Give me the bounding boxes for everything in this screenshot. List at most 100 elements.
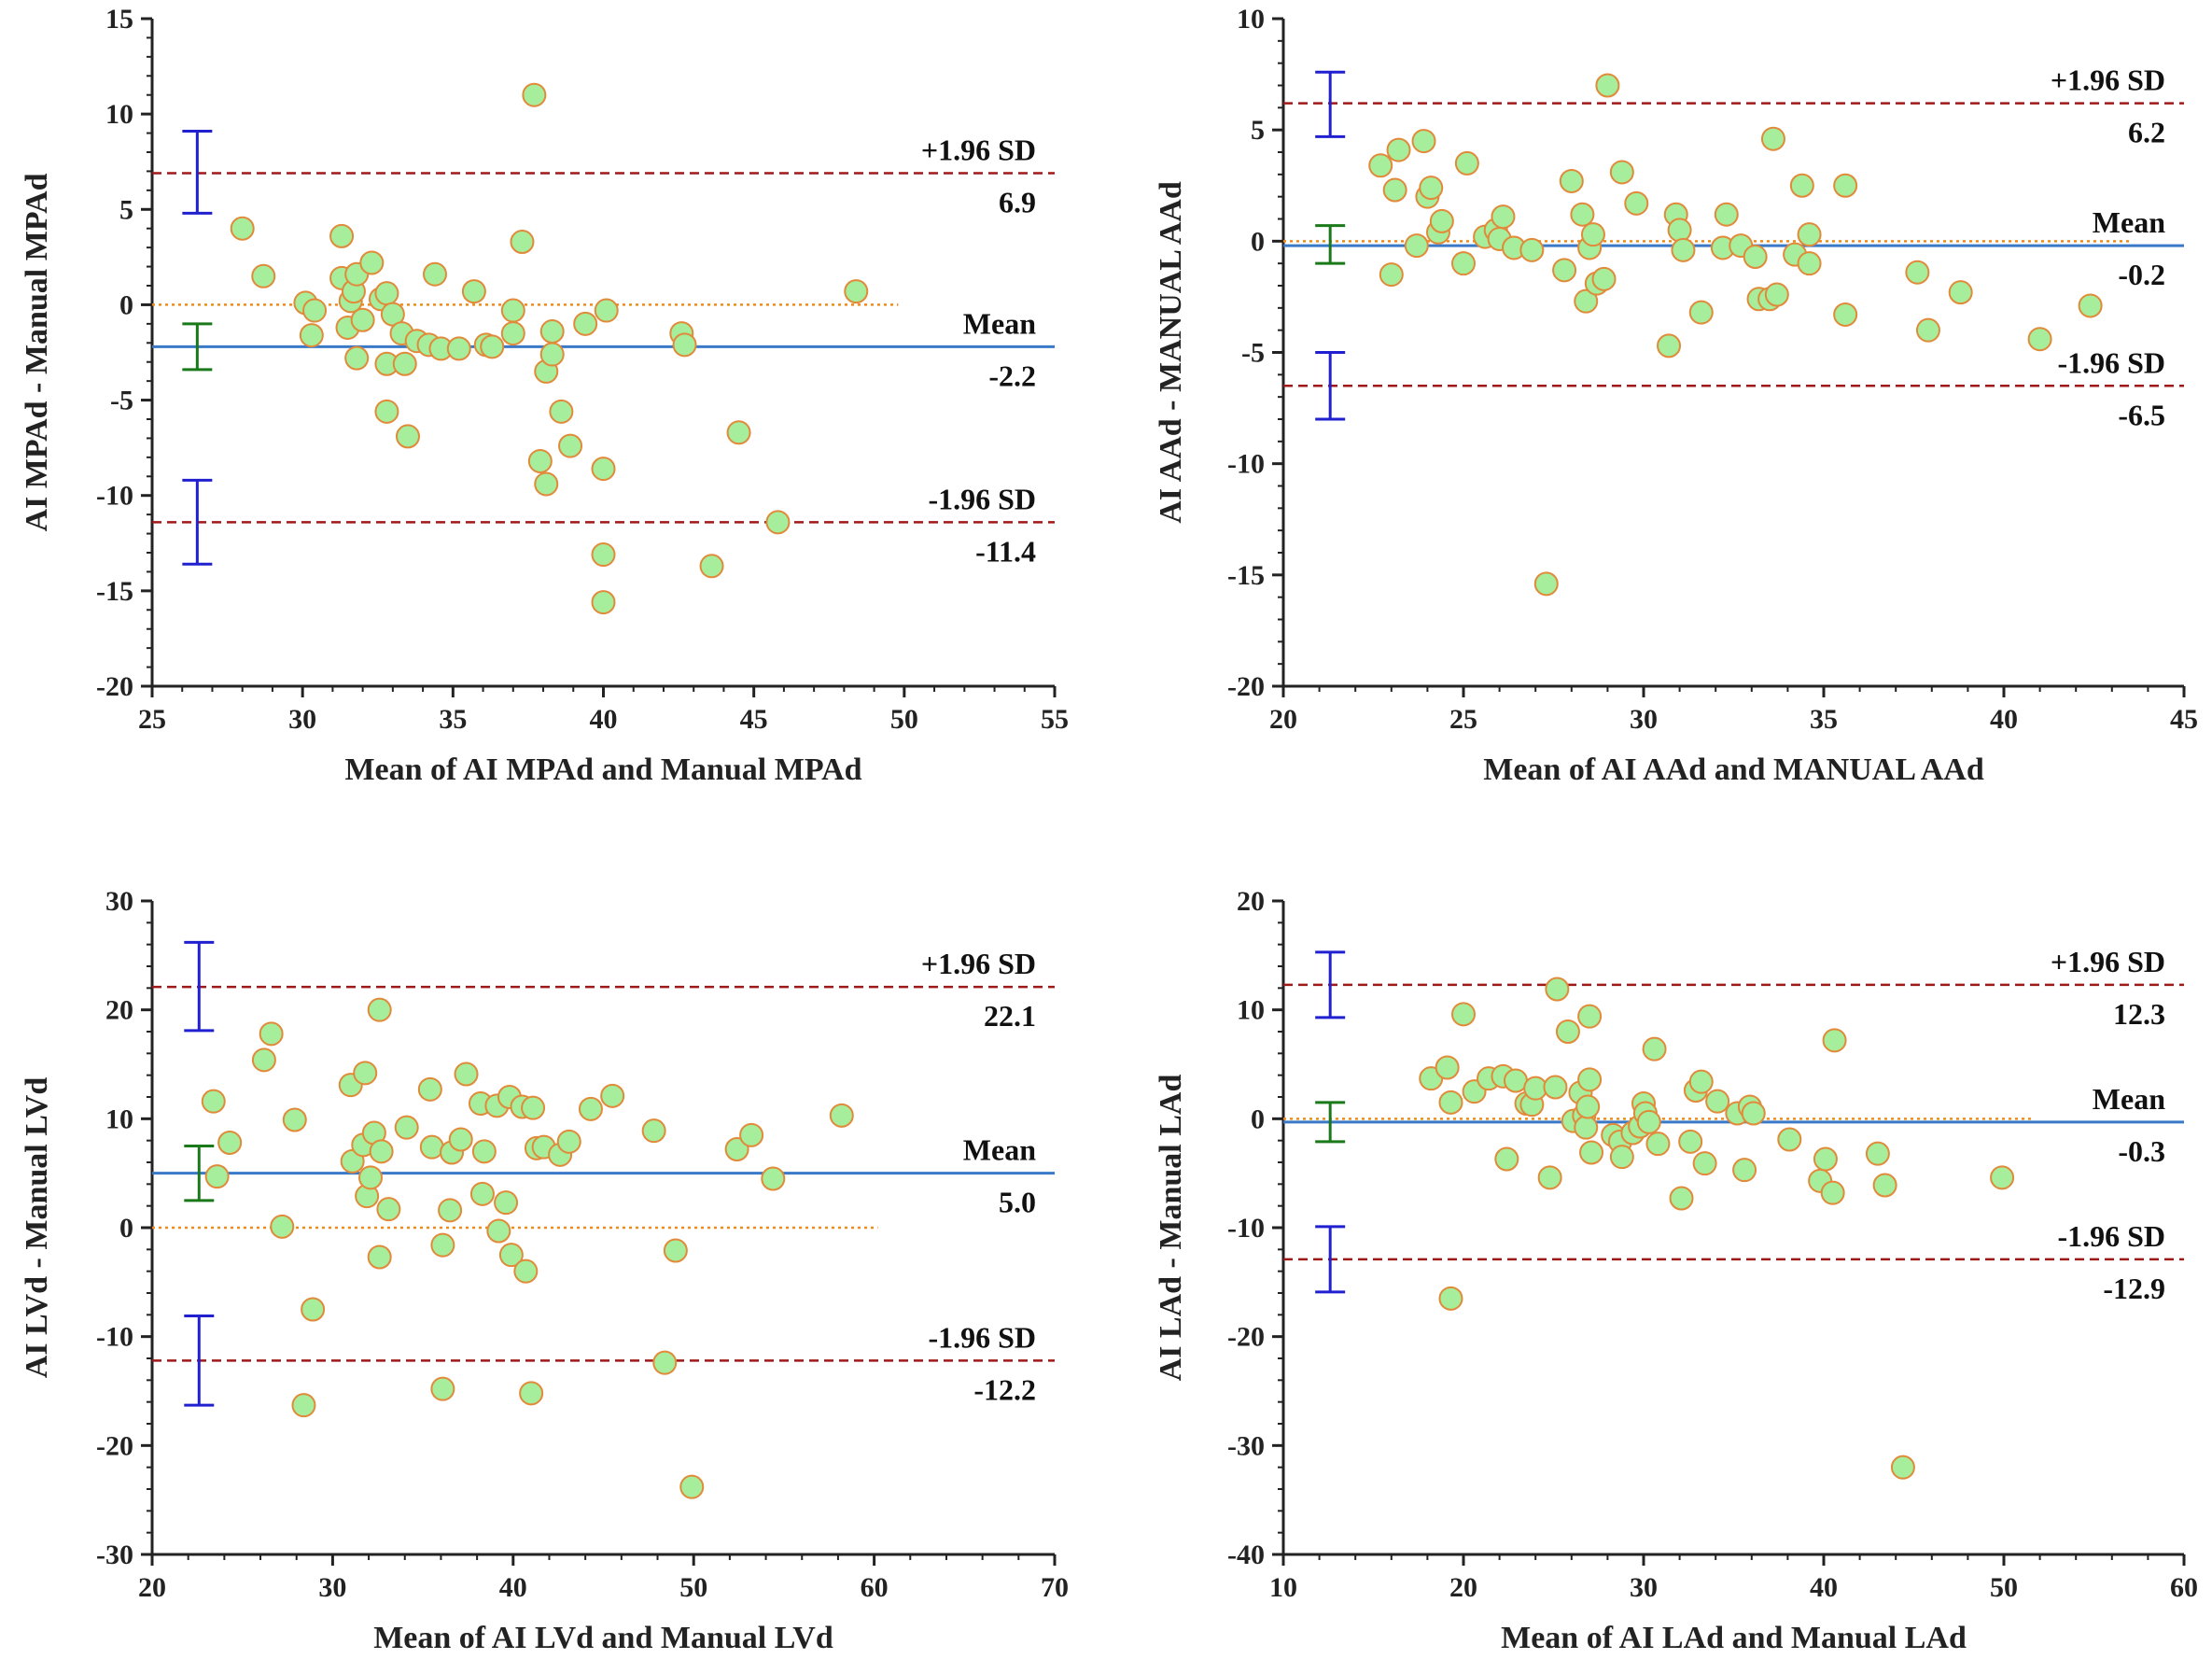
x-tick-label: 50 <box>890 704 918 735</box>
mean-value: -0.2 <box>2118 258 2165 291</box>
data-point <box>1678 1129 1703 1154</box>
x-tick-label: 10 <box>1269 1572 1297 1603</box>
x-tick-label: 55 <box>1041 704 1069 735</box>
data-point <box>1537 1165 1562 1190</box>
data-point <box>329 223 355 248</box>
data-point <box>204 1164 230 1189</box>
data-point <box>500 321 525 346</box>
data-point <box>1595 73 1620 98</box>
data-point <box>1429 208 1454 233</box>
data-point <box>1491 204 1516 230</box>
data-point <box>1688 1069 1714 1094</box>
data-point <box>1382 177 1407 203</box>
mean-label: Mean <box>963 306 1036 340</box>
data-point <box>1438 1090 1463 1115</box>
x-tick-label: 30 <box>1630 704 1658 735</box>
y-tick-label: -30 <box>96 1539 133 1570</box>
data-point <box>1789 173 1814 198</box>
data-point <box>494 1190 519 1216</box>
data-point <box>230 216 255 241</box>
data-point <box>761 1166 786 1191</box>
data-point <box>500 298 525 323</box>
data-point <box>573 311 598 336</box>
data-point <box>480 334 505 359</box>
data-point <box>367 997 392 1022</box>
data-point <box>1609 1145 1634 1170</box>
x-tick-label: 40 <box>1990 704 2018 735</box>
data-point <box>302 298 328 323</box>
data-point <box>1764 282 1789 307</box>
y-tick-label: -10 <box>96 1322 133 1353</box>
data-point <box>1559 168 1584 193</box>
data-point <box>829 1103 854 1128</box>
data-point <box>1591 266 1617 291</box>
data-point <box>1419 176 1444 201</box>
y-tick-label: 0 <box>119 289 133 320</box>
data-point <box>1624 190 1649 216</box>
data-point <box>1642 1036 1667 1061</box>
data-point <box>1519 237 1545 262</box>
data-point <box>1552 258 1577 283</box>
data-point <box>392 351 417 376</box>
data-point <box>1533 571 1559 597</box>
x-tick-label: 25 <box>138 704 166 735</box>
data-point <box>1579 1140 1604 1165</box>
data-point <box>461 279 486 304</box>
y-tick-label: 20 <box>105 995 133 1026</box>
data-point <box>765 510 791 535</box>
x-tick-label: 70 <box>1041 1572 1069 1603</box>
data-point <box>358 1165 384 1190</box>
data-point <box>600 1083 625 1108</box>
data-point <box>1386 137 1411 162</box>
data-point <box>394 1115 419 1140</box>
data-point <box>534 471 559 497</box>
data-point <box>1865 1141 1890 1166</box>
data-point <box>367 1244 392 1270</box>
data-point <box>539 342 565 367</box>
lower-limit-value: -6.5 <box>2118 398 2165 431</box>
data-point <box>1669 1186 1694 1211</box>
y-tick-label: -20 <box>96 1430 133 1461</box>
data-point <box>591 457 616 482</box>
x-axis-title: Mean of AI LVd and Manual LVd <box>373 1621 833 1655</box>
y-tick-label: 15 <box>105 4 133 35</box>
data-point <box>251 1047 276 1073</box>
data-point <box>539 319 565 344</box>
data-point <box>446 336 471 361</box>
y-tick-label: -15 <box>96 576 133 607</box>
data-point <box>591 542 616 568</box>
data-point <box>1948 280 1973 305</box>
data-point <box>1813 1146 1838 1172</box>
x-tick-label: 30 <box>1630 1572 1658 1603</box>
data-point <box>369 1139 394 1164</box>
x-tick-label: 60 <box>2170 1572 2198 1603</box>
lower-limit-value: -12.2 <box>973 1372 1036 1406</box>
data-point <box>454 1061 479 1087</box>
data-point <box>471 1139 497 1164</box>
data-point <box>1435 1055 1460 1080</box>
y-tick-label: 10 <box>105 1104 133 1134</box>
y-axis-title: AI AAd - MANUAL AAd <box>1154 181 1188 524</box>
data-point <box>291 1393 316 1418</box>
y-tick-label: -20 <box>1227 671 1265 702</box>
data-point <box>1692 1151 1717 1176</box>
x-axis-title: Mean of AI AAd and MANUAL AAd <box>1483 752 1984 787</box>
x-axis-title: Mean of AI MPAd and Manual MPAd <box>344 752 861 787</box>
y-tick-label: -40 <box>1227 1539 1265 1570</box>
data-point <box>1580 222 1605 247</box>
mean-label: Mean <box>963 1133 1036 1167</box>
lower-limit-value: -11.4 <box>975 534 1036 568</box>
data-point <box>1454 150 1479 176</box>
data-point <box>1872 1173 1897 1198</box>
y-tick-label: 0 <box>1251 1104 1265 1134</box>
data-point <box>726 420 751 445</box>
lower-limit-label: -1.96 SD <box>2057 345 2165 379</box>
data-point <box>527 448 553 473</box>
data-point <box>422 261 447 287</box>
y-tick-label: 10 <box>1237 995 1265 1026</box>
data-point <box>1833 302 1858 327</box>
data-point <box>1743 245 1768 270</box>
upper-limit-label: +1.96 SD <box>2051 63 2165 97</box>
data-point <box>301 1297 326 1322</box>
